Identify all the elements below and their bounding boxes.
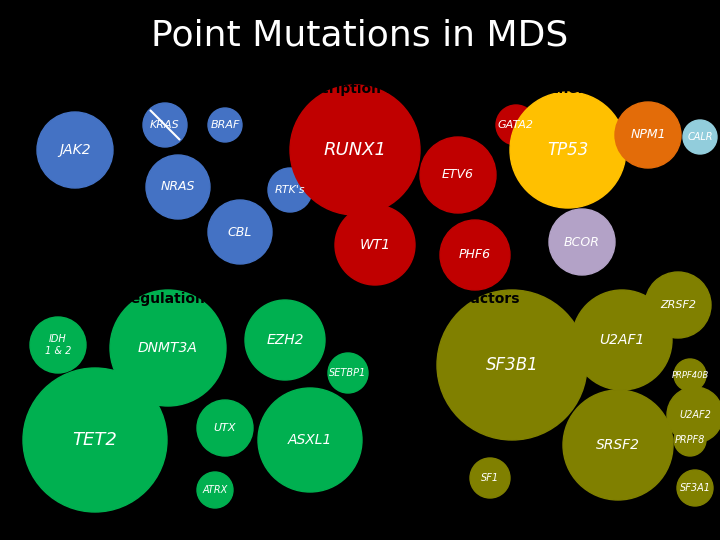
Circle shape	[563, 390, 673, 500]
Text: Others: Others	[540, 82, 593, 96]
Text: CBL: CBL	[228, 226, 252, 239]
Circle shape	[615, 102, 681, 168]
Text: SETBP1: SETBP1	[329, 368, 366, 378]
Text: UTX: UTX	[214, 423, 236, 433]
Text: RUNX1: RUNX1	[323, 141, 387, 159]
Circle shape	[146, 155, 210, 219]
Circle shape	[30, 317, 86, 373]
Text: Point Mutations in MDS: Point Mutations in MDS	[151, 18, 569, 52]
Circle shape	[143, 103, 187, 147]
Text: DNMT3A: DNMT3A	[138, 341, 198, 355]
Text: KRAS: KRAS	[150, 120, 180, 130]
Text: TP53: TP53	[547, 141, 589, 159]
Circle shape	[645, 272, 711, 338]
Circle shape	[677, 470, 713, 506]
Circle shape	[37, 112, 113, 188]
Circle shape	[258, 388, 362, 492]
Circle shape	[667, 387, 720, 443]
Text: BCOR: BCOR	[564, 235, 600, 248]
Text: SF3A1: SF3A1	[680, 483, 711, 493]
Circle shape	[245, 300, 325, 380]
Text: SF3B1: SF3B1	[485, 356, 539, 374]
Text: Epigenetic Dysregulation: Epigenetic Dysregulation	[8, 292, 205, 306]
Circle shape	[420, 137, 496, 213]
Circle shape	[674, 424, 706, 456]
Text: ETV6: ETV6	[442, 168, 474, 181]
Text: Transcription Factors: Transcription Factors	[278, 82, 444, 96]
Text: PTPN11: PTPN11	[28, 269, 71, 279]
Text: TET2: TET2	[73, 431, 117, 449]
Circle shape	[470, 458, 510, 498]
Circle shape	[23, 368, 167, 512]
Circle shape	[674, 359, 706, 391]
Text: U2AF2: U2AF2	[679, 410, 711, 420]
Text: SRSF2: SRSF2	[596, 438, 640, 452]
Circle shape	[549, 209, 615, 275]
Circle shape	[208, 200, 272, 264]
Text: Splicing Factors: Splicing Factors	[395, 292, 520, 306]
Circle shape	[572, 290, 672, 390]
Circle shape	[335, 205, 415, 285]
Text: EZH2: EZH2	[266, 333, 304, 347]
Circle shape	[683, 120, 717, 154]
Text: CALR: CALR	[688, 132, 713, 142]
Text: PRPF40B: PRPF40B	[671, 370, 708, 380]
Text: SF1: SF1	[481, 473, 499, 483]
Text: ATRX: ATRX	[202, 485, 228, 495]
Text: ZRSF2: ZRSF2	[660, 300, 696, 310]
Text: GATA2: GATA2	[498, 120, 534, 130]
Text: PHF6: PHF6	[459, 248, 491, 261]
Text: U2AF1: U2AF1	[599, 333, 644, 347]
Circle shape	[208, 108, 242, 142]
Circle shape	[197, 400, 253, 456]
Circle shape	[290, 85, 420, 215]
Circle shape	[440, 220, 510, 290]
Circle shape	[437, 290, 587, 440]
Text: RTK's: RTK's	[275, 185, 305, 195]
Circle shape	[110, 290, 226, 406]
Text: NPM1: NPM1	[630, 129, 666, 141]
Text: NRAS: NRAS	[161, 180, 195, 193]
Text: Tyrosine Kinase Pathway: Tyrosine Kinase Pathway	[8, 82, 203, 96]
Text: JAK2: JAK2	[59, 143, 91, 157]
Text: ASXL1: ASXL1	[288, 433, 332, 447]
Text: PRPF8: PRPF8	[675, 435, 705, 445]
Text: BRAF: BRAF	[210, 120, 240, 130]
Text: CALR
BRCC3
GNAS/GNB1
Cohesins: CALR BRCC3 GNAS/GNB1 Cohesins	[685, 185, 720, 230]
Text: WT1: WT1	[359, 238, 390, 252]
Circle shape	[328, 353, 368, 393]
Circle shape	[510, 92, 626, 208]
Text: IDH
1 & 2: IDH 1 & 2	[45, 334, 71, 356]
Circle shape	[496, 105, 536, 145]
Circle shape	[268, 168, 312, 212]
Circle shape	[197, 472, 233, 508]
